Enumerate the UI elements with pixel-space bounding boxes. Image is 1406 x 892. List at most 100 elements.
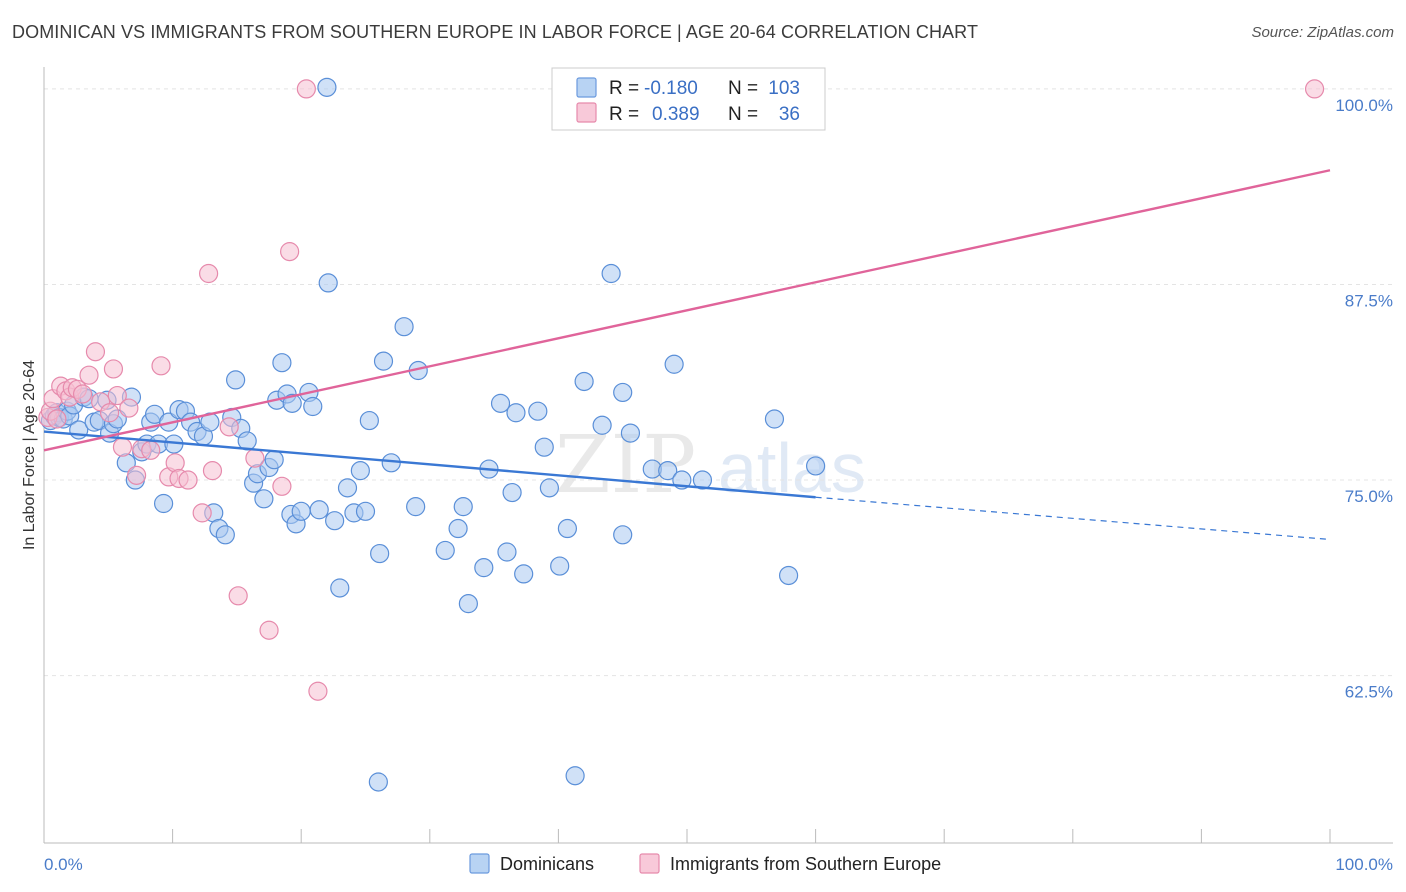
dominicans-point-52 <box>291 501 311 521</box>
dominicans-point-94 <box>658 461 678 481</box>
southern-europe-point-32 <box>259 620 279 640</box>
dominicans-point-55 <box>309 500 329 520</box>
y-tick-labels: 62.5% 75.0% 87.5% 100.0% <box>1335 96 1393 702</box>
trendline-dominicans-extension <box>815 496 1331 541</box>
bottom-legend-swatch-dominicans <box>469 853 490 874</box>
bottom-legend-swatch-southern-europe <box>639 853 660 874</box>
dominicans-point-80 <box>514 564 534 584</box>
southern-europe-point-28 <box>202 461 223 481</box>
dominicans-point-84 <box>550 556 570 576</box>
southern-europe-point-37 <box>1304 79 1325 99</box>
dominicans-point-88 <box>592 415 612 435</box>
dominicans-point-49 <box>282 393 302 413</box>
southern-europe-point-30 <box>228 586 248 606</box>
legend-swatch-southern-europe <box>576 102 597 123</box>
dominicans-point-83 <box>539 478 559 498</box>
dominicans-point-97 <box>692 470 713 490</box>
dominicans-point-87 <box>574 371 594 392</box>
dominicans-point-64 <box>370 543 390 564</box>
dominicans-point-86 <box>565 766 585 786</box>
southern-europe-point-15 <box>107 385 127 406</box>
legend-r-value-1: -0.180 <box>644 78 698 99</box>
southern-europe-point-34 <box>280 242 300 262</box>
southern-europe-point-29 <box>219 417 239 437</box>
dominicans-point-67 <box>394 317 414 337</box>
dominicans-point-54 <box>303 396 323 417</box>
dominicans-point-102 <box>368 772 388 792</box>
legend-r-value-2: 0.389 <box>652 104 700 125</box>
y-tick-label-2: 87.5% <box>1345 291 1393 310</box>
bottom-legend-label-southern-europe: Immigrants from Southern Europe <box>670 854 941 874</box>
dominicans-point-47 <box>272 353 292 373</box>
dominicans-point-101 <box>317 77 337 97</box>
dominicans-point-100 <box>805 456 826 476</box>
dominicans-point-72 <box>453 497 473 517</box>
legend-n-value-1: 103 <box>768 78 800 99</box>
y-tick-label-0: 62.5% <box>1345 683 1393 702</box>
dominicans-point-71 <box>448 518 468 539</box>
trendline-dominicans <box>43 430 816 499</box>
x-ticks <box>43 829 1331 843</box>
trend-lines <box>43 169 1331 541</box>
dominicans-point-59 <box>337 478 358 498</box>
dominicans-point-43 <box>254 489 274 509</box>
dominicans-point-61 <box>350 461 370 481</box>
southern-europe-point-14 <box>103 359 124 379</box>
dominicans-point-92 <box>620 423 641 443</box>
southern-europe-point-25 <box>178 470 198 490</box>
dominicans-point-62 <box>355 501 376 521</box>
dominicans-point-82 <box>534 437 554 457</box>
southern-europe-point-36 <box>296 79 316 99</box>
legend-n-value-2: 36 <box>779 104 800 125</box>
dominicans-point-78 <box>502 482 522 503</box>
series-southern-europe-points <box>38 79 1325 701</box>
x-tick-label-min: 0.0% <box>44 855 83 874</box>
dominicans-point-95 <box>664 354 684 374</box>
dominicans-point-58 <box>330 578 350 598</box>
dominicans-point-81 <box>528 401 548 421</box>
chart-title: DOMINICAN VS IMMIGRANTS FROM SOUTHERN EU… <box>12 22 979 42</box>
dominicans-point-65 <box>373 351 394 371</box>
dominicans-point-57 <box>325 511 345 531</box>
y-tick-label-1: 75.0% <box>1345 487 1393 506</box>
dominicans-point-98 <box>764 409 785 429</box>
correlation-legend: R = -0.180 N = 103 R = 0.389 N = 36 <box>551 67 826 131</box>
southern-europe-point-13 <box>99 403 120 423</box>
dominicans-point-68 <box>406 497 426 517</box>
southern-europe-point-16 <box>112 437 133 457</box>
x-tick-label-max: 100.0% <box>1335 855 1393 874</box>
dominicans-point-25 <box>153 493 174 514</box>
southern-europe-point-26 <box>192 503 212 523</box>
dominicans-point-70 <box>435 540 455 561</box>
southern-europe-point-27 <box>199 263 219 284</box>
dominicans-point-91 <box>613 525 633 545</box>
southern-europe-point-18 <box>126 465 147 485</box>
southern-europe-point-9 <box>72 384 93 404</box>
legend-swatch-dominicans <box>576 77 597 98</box>
dominicans-point-76 <box>490 393 511 413</box>
southern-europe-point-33 <box>272 476 292 496</box>
legend-r-label-2: R = <box>609 104 639 125</box>
southern-europe-point-35 <box>308 681 328 701</box>
southern-europe-point-31 <box>245 448 265 468</box>
dominicans-point-77 <box>497 542 517 562</box>
southern-europe-point-21 <box>151 356 171 376</box>
southern-europe-point-11 <box>85 342 106 362</box>
dominicans-point-38 <box>226 370 246 390</box>
dominicans-point-74 <box>474 558 494 578</box>
legend-n-label-1: N = <box>728 78 758 99</box>
dominicans-point-36 <box>215 525 235 545</box>
dominicans-point-73 <box>458 594 478 614</box>
series-legend: Dominicans Immigrants from Southern Euro… <box>469 853 941 874</box>
southern-europe-point-20 <box>141 440 161 460</box>
dominicans-point-56 <box>318 273 338 293</box>
legend-r-label-1: R = <box>609 78 639 99</box>
dominicans-point-90 <box>613 382 633 403</box>
source-credit: Source: ZipAtlas.com <box>1251 24 1394 41</box>
southern-europe-point-17 <box>119 398 139 418</box>
legend-n-label-2: N = <box>728 104 758 125</box>
y-axis-label: In Labor Force | Age 20-64 <box>21 360 38 550</box>
dominicans-point-85 <box>557 518 578 539</box>
y-tick-label-3: 100.0% <box>1335 96 1393 115</box>
